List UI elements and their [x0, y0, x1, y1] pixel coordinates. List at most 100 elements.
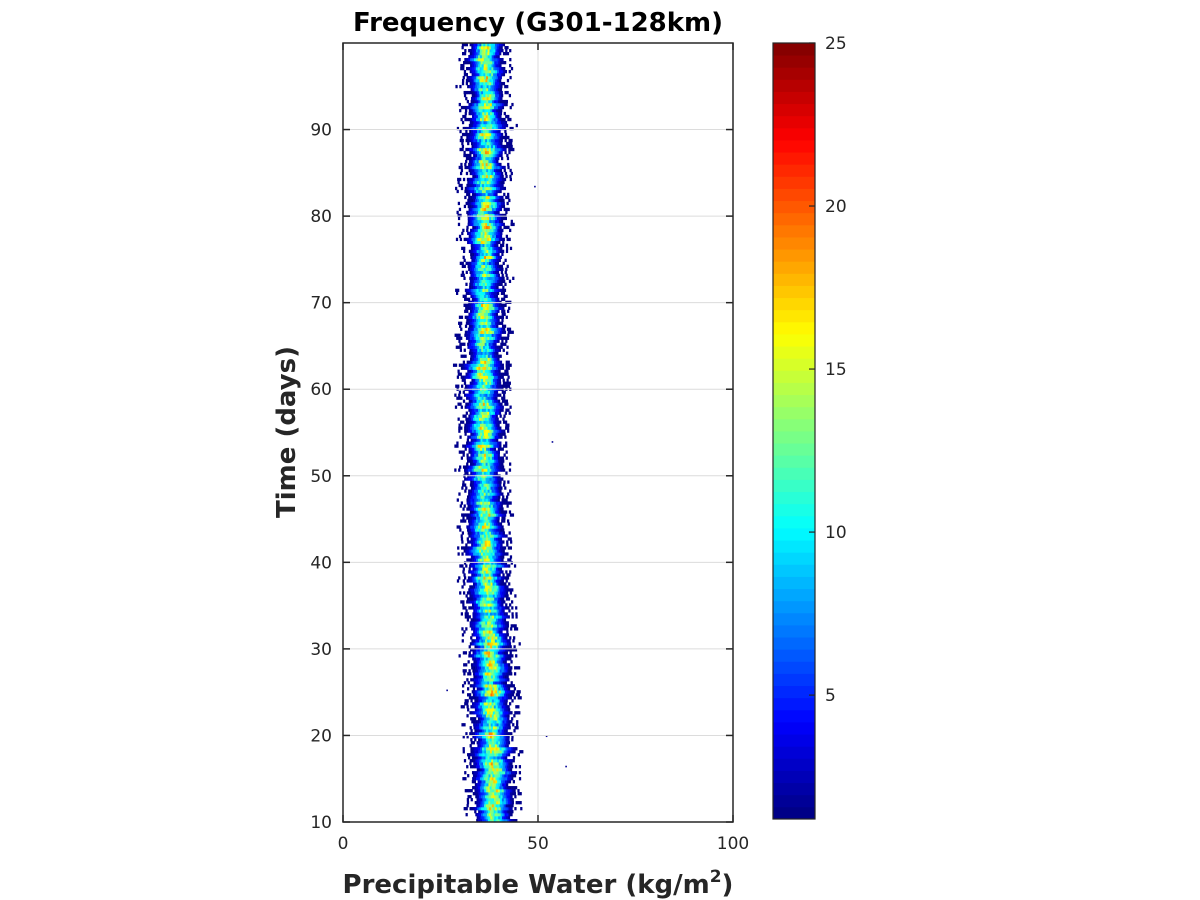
- heatmap-cell: [498, 123, 501, 128]
- heatmap-cell: [483, 477, 486, 481]
- heatmap-cell: [497, 330, 501, 334]
- heatmap-cell: [488, 384, 491, 388]
- heatmap-cell: [483, 336, 486, 340]
- heatmap-cell: [504, 627, 507, 631]
- heatmap-cell: [471, 666, 474, 670]
- heatmap-cell: [482, 450, 485, 454]
- heatmap-cell: [470, 462, 473, 466]
- heatmap-cell: [499, 618, 503, 622]
- heatmap-cell: [488, 639, 492, 643]
- heatmap-cell: [479, 468, 482, 472]
- heatmap-cell: [494, 528, 497, 532]
- heatmap-cell: [497, 588, 500, 592]
- heatmap-cell: [490, 213, 493, 218]
- heatmap-cell: [505, 756, 508, 760]
- heatmap-cell: [474, 783, 478, 787]
- heatmap-cell: [493, 507, 496, 511]
- heatmap-cell: [480, 774, 483, 778]
- heatmap-cell: [509, 126, 512, 131]
- heatmap-cell: [494, 660, 498, 664]
- heatmap-cell: [480, 225, 483, 230]
- heatmap-cell: [460, 426, 463, 430]
- heatmap-cell: [457, 417, 460, 421]
- heatmap-cell: [493, 717, 496, 721]
- heatmap-cell: [505, 651, 508, 655]
- heatmap-cell: [501, 729, 504, 733]
- heatmap-cell: [507, 792, 511, 796]
- heatmap-cell: [472, 252, 475, 257]
- heatmap-cell: [486, 126, 489, 131]
- heatmap-cell: [468, 339, 471, 343]
- heatmap-cell: [470, 600, 473, 604]
- heatmap-cell: [476, 126, 479, 131]
- heatmap-cell: [478, 663, 481, 667]
- heatmap-cell: [485, 714, 489, 718]
- heatmap-cell: [485, 717, 488, 721]
- heatmap-cell: [488, 366, 491, 370]
- heatmap-cell: [503, 765, 506, 769]
- heatmap-cell: [497, 537, 501, 541]
- heatmap-cell: [477, 291, 480, 295]
- heatmap-cell: [480, 753, 483, 757]
- heatmap-cell: [479, 420, 482, 424]
- heatmap-cell: [521, 750, 524, 754]
- heatmap-cell: [466, 318, 469, 322]
- heatmap-cell: [499, 615, 503, 619]
- heatmap-cell: [470, 699, 473, 703]
- heatmap-cell: [503, 444, 506, 448]
- heatmap-cell: [509, 810, 512, 814]
- heatmap-cell: [489, 126, 493, 131]
- heatmap-cell: [491, 222, 494, 227]
- heatmap-cell: [502, 372, 505, 376]
- heatmap-cell: [505, 816, 509, 820]
- heatmap-cell: [511, 810, 514, 814]
- heatmap-cell: [499, 699, 502, 703]
- heatmap-cell: [503, 735, 506, 739]
- heatmap-cell: [489, 291, 492, 295]
- heatmap-cell: [471, 468, 475, 472]
- heatmap-cell: [487, 261, 490, 266]
- heatmap-cell: [474, 597, 477, 601]
- heatmap-cell: [491, 606, 494, 610]
- heatmap-cell: [462, 177, 466, 182]
- heatmap-cell: [473, 213, 476, 218]
- heatmap-cell: [484, 150, 488, 155]
- heatmap-cell: [464, 162, 467, 167]
- heatmap-cell: [495, 462, 498, 466]
- heatmap-cell: [497, 735, 500, 739]
- heatmap-cell: [482, 402, 486, 406]
- heatmap-cell: [511, 774, 515, 778]
- heatmap-cell: [493, 705, 497, 709]
- heatmap-cell: [494, 324, 497, 328]
- heatmap-cell: [500, 660, 503, 664]
- heatmap-cell: [507, 654, 510, 658]
- heatmap-cell: [487, 603, 490, 607]
- heatmap-cell: [505, 210, 508, 215]
- heatmap-cell: [501, 600, 504, 604]
- heatmap-cell: [464, 288, 468, 292]
- heatmap-cell: [460, 165, 463, 170]
- heatmap-cell: [466, 537, 469, 541]
- heatmap-cell: [476, 330, 479, 334]
- heatmap-cell: [472, 360, 475, 364]
- heatmap-cell: [497, 618, 501, 622]
- heatmap-cell: [503, 702, 506, 706]
- heatmap-cell: [470, 186, 473, 191]
- heatmap-cell: [488, 591, 491, 595]
- heatmap-cell: [468, 249, 472, 254]
- heatmap-cell: [506, 276, 509, 280]
- heatmap-cell: [473, 780, 476, 784]
- heatmap-cell: [490, 138, 494, 143]
- heatmap-cell: [493, 183, 496, 188]
- heatmap-cell: [509, 804, 512, 808]
- heatmap-cell: [470, 492, 473, 496]
- heatmap-cell: [475, 321, 478, 325]
- heatmap-cell: [497, 606, 500, 610]
- heatmap-cell: [488, 729, 491, 733]
- heatmap-cell: [479, 492, 483, 496]
- heatmap-cell: [487, 498, 491, 502]
- heatmap-cell: [493, 471, 496, 475]
- heatmap-cell: [470, 516, 473, 520]
- heatmap-cell: [459, 138, 462, 143]
- heatmap-cell: [476, 189, 479, 194]
